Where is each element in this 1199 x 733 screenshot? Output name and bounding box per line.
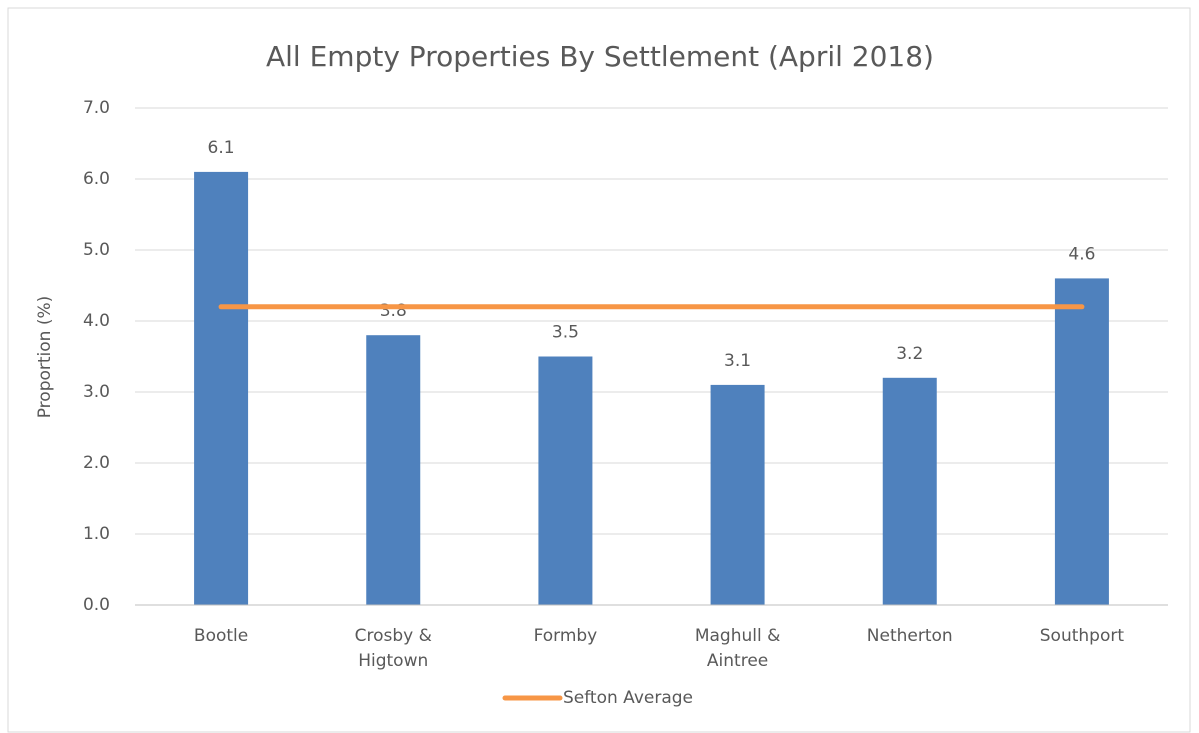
x-tick-label: Crosby & Higtown [354, 626, 432, 671]
y-tick-label: 1.0 [83, 524, 110, 544]
bar [194, 171, 249, 605]
data-label: 3.2 [896, 344, 923, 364]
chart-title: All Empty Properties By Settlement (Apri… [266, 40, 934, 73]
bar [882, 377, 937, 605]
y-tick-label: 6.0 [83, 169, 110, 189]
bar [710, 384, 765, 605]
y-tick-label: 5.0 [83, 240, 110, 260]
y-tick-label: 7.0 [83, 98, 110, 118]
data-label: 3.5 [552, 323, 579, 343]
y-axis-label: Proportion (%) [35, 296, 55, 419]
x-tick-label: Southport [1039, 626, 1125, 646]
y-tick-label: 0.0 [83, 595, 110, 615]
data-label: 6.1 [208, 138, 235, 158]
x-tick-label: Netherton [866, 626, 953, 646]
x-tick-label: Formby [533, 626, 598, 646]
x-tick-label: Bootle [193, 626, 249, 646]
data-label: 4.6 [1068, 244, 1095, 264]
bar [1054, 278, 1109, 605]
bar [538, 356, 593, 605]
data-label: 3.1 [724, 351, 751, 371]
x-tick-label: Maghull & Aintree [694, 626, 781, 671]
legend-label: Sefton Average [563, 688, 693, 708]
y-tick-label: 3.0 [83, 382, 110, 402]
y-tick-label: 4.0 [83, 311, 110, 331]
y-tick-label: 2.0 [83, 453, 110, 473]
bar [366, 335, 421, 605]
data-label: 3.8 [380, 301, 407, 321]
